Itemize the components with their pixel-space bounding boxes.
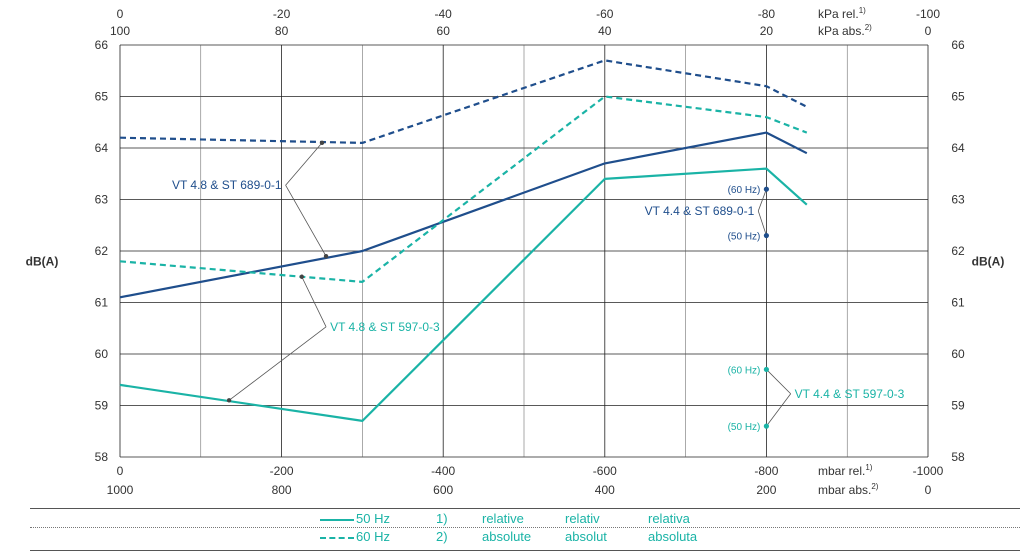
leader-dot (299, 274, 304, 279)
x-bottom-abs-tick: 1000 (107, 483, 134, 497)
x-top-abs-tick: 20 (760, 24, 774, 38)
legend-note1-number: 1) (436, 511, 448, 526)
x-bottom-abs-tick: 200 (756, 483, 776, 497)
x-top-rel-tick: -60 (596, 7, 614, 21)
legend-relative-en: relative (482, 511, 524, 526)
series-line-1 (119, 131, 808, 299)
x-bottom-rel-label: mbar rel.1) (818, 463, 873, 478)
x-bottom-rel-tick: 0 (117, 464, 124, 478)
hz-label: (50 Hz) (728, 422, 761, 433)
x-bottom-rel-tick: -1000 (913, 464, 944, 478)
y-axis-label-right: dB(A) (972, 254, 1005, 268)
hz-point (763, 232, 770, 239)
x-bottom-abs-tick: 0 (925, 483, 932, 497)
legend-bottom-rule (30, 550, 1020, 551)
leader-dot (319, 140, 325, 146)
annotation-label-4: VT 4.4 & ST 597-0-3 (795, 387, 905, 401)
leader-line (757, 210, 767, 236)
series-line-2 (119, 59, 808, 144)
y-tick-label-right: 65 (951, 90, 965, 104)
hz-label: (60 Hz) (728, 185, 761, 196)
x-top-rel-tick: -20 (273, 7, 291, 21)
y-tick-label-right: 58 (951, 450, 965, 464)
leader-line (285, 142, 323, 186)
annotation-label-2: VT 4.8 & ST 597-0-3 (330, 320, 440, 334)
series-lines (119, 59, 808, 422)
y-tick-label-right: 66 (951, 38, 965, 52)
leader-line (757, 189, 767, 212)
x-top-rel-tick: -40 (435, 7, 453, 21)
x-top-abs-tick: 40 (598, 24, 612, 38)
annotations: VT 4.8 & ST 689-0-1 VT 4.8 & ST 597-0-3 VT… (172, 140, 905, 433)
series-line-3 (119, 167, 808, 422)
y-tick-label-right: 59 (951, 399, 965, 413)
legend-absolute-es: absoluta (648, 529, 698, 544)
x-top-abs-tick: 60 (437, 24, 451, 38)
x-top-rel-label: kPa rel.1) (818, 6, 866, 21)
x-top-abs-tick: 0 (925, 24, 932, 38)
y-tick-label-left: 60 (95, 347, 109, 361)
annotation-label-3: VT 4.4 & ST 689-0-1 (645, 204, 755, 218)
hz-point (763, 366, 770, 373)
x-bottom-abs-tick: 400 (595, 483, 615, 497)
series-line-4 (119, 95, 808, 283)
y-axis-label-left: dB(A) (26, 254, 59, 268)
y-tick-label-left: 58 (95, 450, 109, 464)
legend-relative-de: relativ (565, 511, 600, 526)
y-tick-label-right: 61 (951, 296, 965, 310)
hz-point (763, 423, 770, 429)
x-bottom-rel-tick: -600 (593, 464, 617, 478)
x-top-abs-tick: 80 (275, 24, 289, 38)
x-bottom-rel-tick: -400 (431, 464, 455, 478)
legend-relative-es: relativa (648, 511, 690, 526)
legend-solid-swatch (320, 519, 354, 521)
axes: 58 58 59 59 60 60 61 61 62 62 63 63 64 64 65 65 66 66 dB(A… (26, 6, 1005, 497)
x-bottom-rel-tick: -200 (270, 464, 294, 478)
noise-chart: 58 58 59 59 60 60 61 61 62 62 63 63 64 64 65 65 66 66 dB(A… (26, 6, 1005, 497)
x-top-abs-tick: 100 (110, 24, 130, 38)
legend-note2-number: 2) (436, 529, 448, 544)
y-tick-label-left: 61 (95, 296, 109, 310)
y-tick-label-left: 66 (95, 38, 109, 52)
leader-line (766, 393, 791, 427)
x-bottom-rel-tick: -800 (754, 464, 778, 478)
y-tick-label-left: 65 (95, 90, 109, 104)
y-tick-label-left: 62 (95, 244, 109, 258)
y-tick-label-right: 64 (951, 141, 965, 155)
legend-dashed-swatch (320, 537, 354, 539)
legend-solid-label: 50 Hz (356, 511, 390, 526)
legend-absolute-de: absolut (565, 529, 607, 544)
legend-middle-rule (30, 527, 1020, 528)
x-top-rel-tick: -100 (916, 7, 940, 21)
x-bottom-abs-tick: 800 (272, 483, 292, 497)
y-tick-label-right: 63 (951, 193, 965, 207)
x-bottom-abs-tick: 600 (433, 483, 453, 497)
hz-label: (50 Hz) (728, 232, 761, 243)
x-top-rel-tick: 0 (117, 7, 124, 21)
y-tick-label-left: 64 (95, 141, 109, 155)
leader-line (228, 326, 327, 401)
legend-absolute-en: absolute (482, 529, 532, 544)
y-tick-label-right: 62 (951, 244, 965, 258)
y-tick-label-left: 59 (95, 399, 109, 413)
legend-top-rule (30, 508, 1020, 509)
leader-dot (323, 253, 329, 259)
legend: 50 Hz 60 Hz 1) 2) relative relativ relat… (0, 508, 1024, 554)
legend-dashed-label: 60 Hz (356, 529, 390, 544)
leader-line (766, 369, 791, 395)
y-tick-label-right: 60 (951, 347, 965, 361)
hz-point (763, 186, 770, 192)
x-top-rel-tick: -80 (758, 7, 776, 21)
leader-line (285, 185, 327, 257)
y-tick-label-left: 63 (95, 193, 109, 207)
annotation-label-1: VT 4.8 & ST 689-0-1 (172, 178, 282, 192)
x-top-abs-label: kPa abs.2) (818, 23, 872, 38)
x-bottom-abs-label: mbar abs.2) (818, 482, 879, 497)
leader-line (301, 276, 327, 327)
leader-dot (226, 398, 232, 403)
hz-label: (60 Hz) (728, 365, 761, 376)
